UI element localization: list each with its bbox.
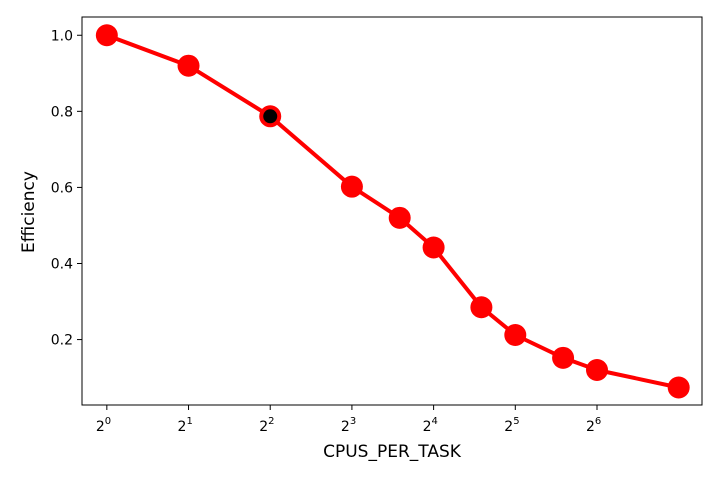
x-tick-exponent: 2 bbox=[268, 416, 274, 427]
y-axis-label: Efficiency bbox=[19, 171, 39, 253]
x-tick-label: 26 bbox=[586, 416, 601, 435]
data-point bbox=[388, 206, 411, 229]
x-tick-base: 2 bbox=[341, 419, 350, 435]
data-point bbox=[552, 346, 575, 369]
y-tick-label: 0.4 bbox=[51, 256, 73, 272]
x-tick-label: 24 bbox=[423, 416, 438, 435]
x-tick-exponent: 6 bbox=[595, 416, 601, 427]
data-point bbox=[95, 24, 118, 47]
data-point bbox=[422, 236, 445, 259]
x-axis-label: CPUS_PER_TASK bbox=[323, 442, 462, 462]
y-tick-label: 0.6 bbox=[51, 180, 73, 196]
x-tick-label: 23 bbox=[341, 416, 356, 435]
x-tick-label: 22 bbox=[259, 416, 274, 435]
x-tick-base: 2 bbox=[96, 419, 105, 435]
data-point bbox=[177, 54, 200, 77]
x-tick-base: 2 bbox=[586, 419, 595, 435]
x-tick-base: 2 bbox=[423, 419, 432, 435]
x-tick-exponent: 0 bbox=[105, 416, 111, 427]
x-tick-base: 2 bbox=[504, 419, 513, 435]
x-tick-base: 2 bbox=[178, 419, 187, 435]
x-tick-exponent: 3 bbox=[350, 416, 356, 427]
x-tick-base: 2 bbox=[259, 419, 268, 435]
data-point bbox=[585, 359, 608, 382]
highlighted-data-point bbox=[263, 109, 278, 124]
y-axis: 0.2 0.4 0.6 0.8 1.0 bbox=[51, 28, 82, 349]
x-tick-label: 20 bbox=[96, 416, 111, 435]
y-tick-label: 0.2 bbox=[51, 333, 73, 349]
x-tick-label: 21 bbox=[178, 416, 193, 435]
data-point bbox=[667, 376, 690, 399]
data-point bbox=[340, 175, 363, 198]
x-tick-exponent: 1 bbox=[186, 416, 192, 427]
y-tick-label: 1.0 bbox=[51, 28, 73, 44]
x-tick-exponent: 5 bbox=[513, 416, 519, 427]
series-layer bbox=[95, 24, 690, 399]
data-point bbox=[504, 324, 527, 347]
x-tick-label: 25 bbox=[504, 416, 519, 435]
y-tick-label: 0.8 bbox=[51, 104, 73, 120]
x-axis: 20 21 22 23 24 25 26 bbox=[96, 405, 601, 435]
x-tick-exponent: 4 bbox=[432, 416, 438, 427]
data-point bbox=[470, 296, 493, 319]
